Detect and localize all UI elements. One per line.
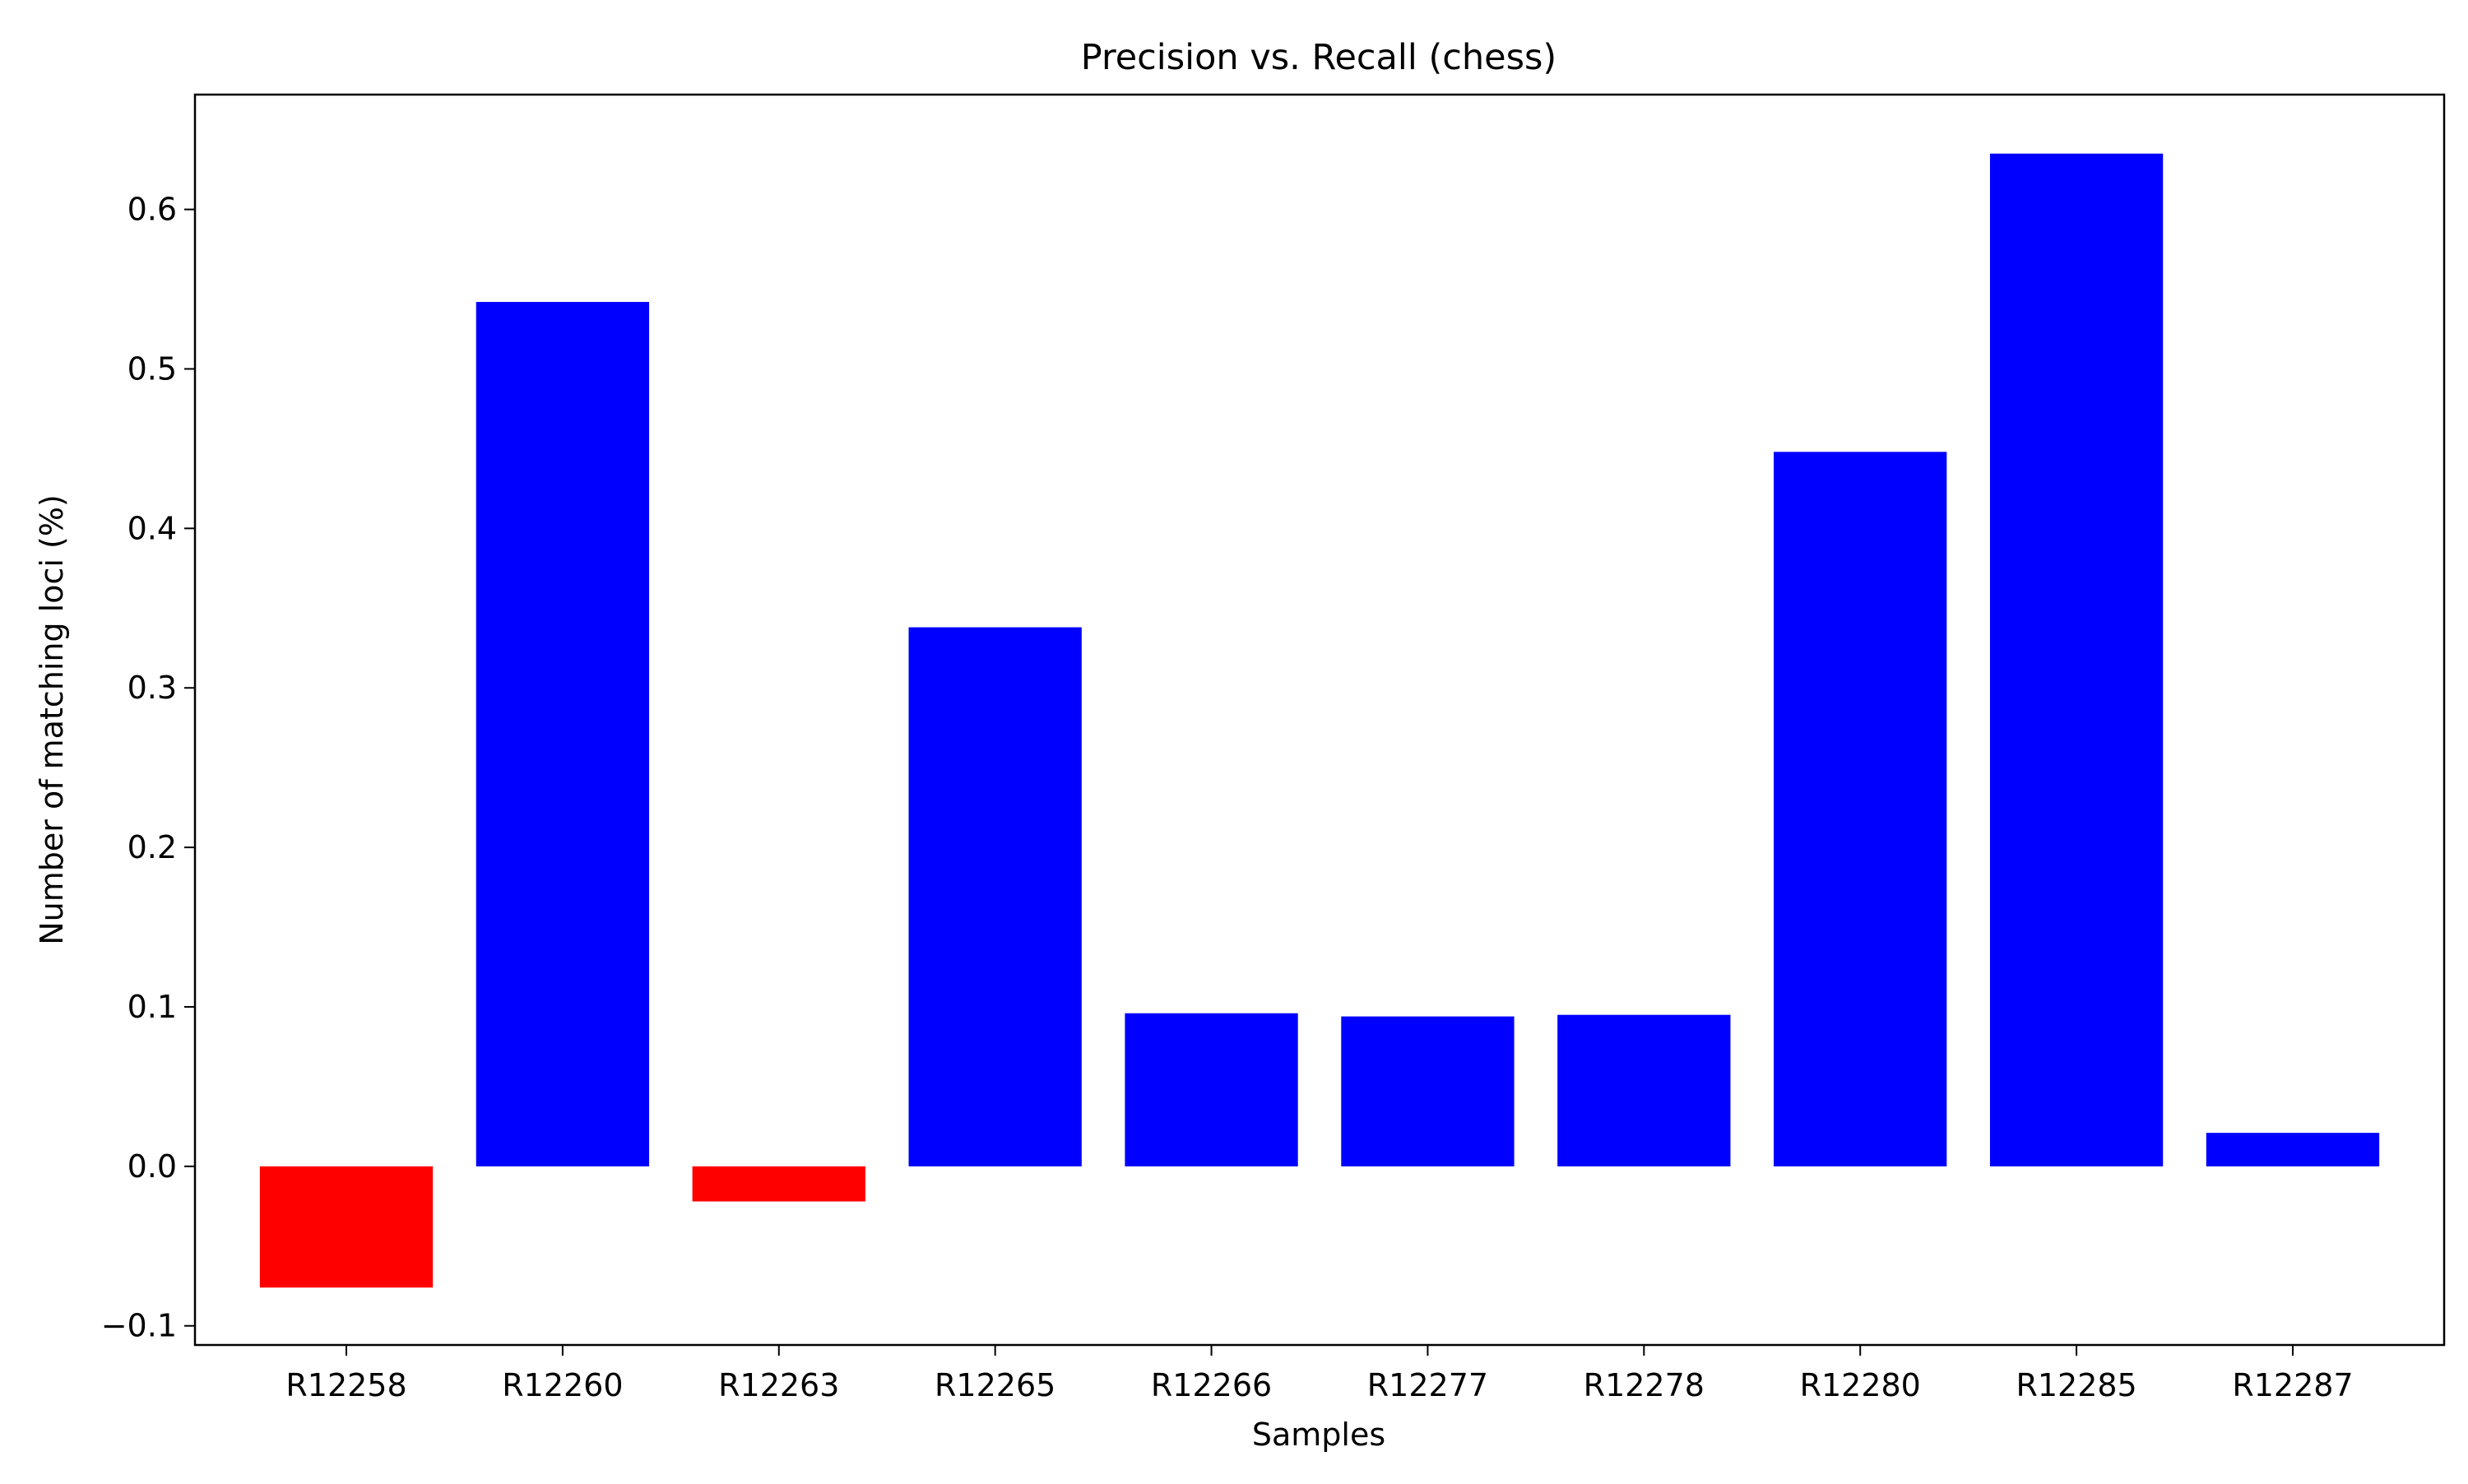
y-axis-label: Number of matching loci (%) — [34, 494, 70, 945]
x-axis-ticks: R12258 R12260 R12263 R12265 R12266 R12277 R122… — [285, 1345, 2354, 1403]
bar-R12260 — [476, 302, 650, 1166]
x-axis-label: Samples — [1252, 1417, 1385, 1453]
bar-R12280 — [1774, 452, 1947, 1166]
bar-R12265 — [908, 627, 1082, 1166]
bar-R12287 — [2206, 1133, 2380, 1166]
bar-R12277 — [1341, 1016, 1515, 1166]
y-axis-ticks: −0.1 0.0 0.1 0.2 0.3 0.4 0.5 0.6 — [101, 192, 195, 1344]
x-tick-label: R12265 — [935, 1367, 1055, 1403]
plot-frame — [193, 93, 2446, 1347]
chart-title: Precision vs. Recall (chess) — [1081, 37, 1556, 78]
x-tick-label: R12280 — [1800, 1367, 1921, 1403]
bar-R12278 — [1557, 1014, 1731, 1166]
x-tick-label: R12287 — [2232, 1367, 2353, 1403]
x-tick-label: R12258 — [285, 1367, 406, 1403]
y-tick-label: 0.2 — [128, 829, 177, 865]
y-tick-label: 0.6 — [128, 192, 177, 228]
x-tick-label: R12277 — [1367, 1367, 1488, 1403]
bars-layer — [259, 153, 2380, 1288]
y-tick-label: 0.3 — [128, 670, 177, 706]
y-tick-label: 0.5 — [128, 350, 177, 387]
x-tick-label: R12266 — [1151, 1367, 1272, 1403]
x-tick-label: R12263 — [718, 1367, 839, 1403]
y-tick-label: 0.0 — [128, 1148, 177, 1185]
bar-R12263 — [692, 1166, 865, 1202]
y-tick-label: 0.1 — [128, 989, 177, 1025]
bar-R12285 — [1989, 153, 2164, 1166]
y-tick-label: −0.1 — [101, 1308, 177, 1344]
x-tick-label: R12278 — [1584, 1367, 1705, 1403]
x-tick-label: R12260 — [502, 1367, 623, 1403]
bar-R12266 — [1125, 1013, 1298, 1166]
y-tick-label: 0.4 — [128, 510, 177, 546]
x-tick-label: R12285 — [2016, 1367, 2136, 1403]
bar-R12258 — [259, 1166, 434, 1288]
